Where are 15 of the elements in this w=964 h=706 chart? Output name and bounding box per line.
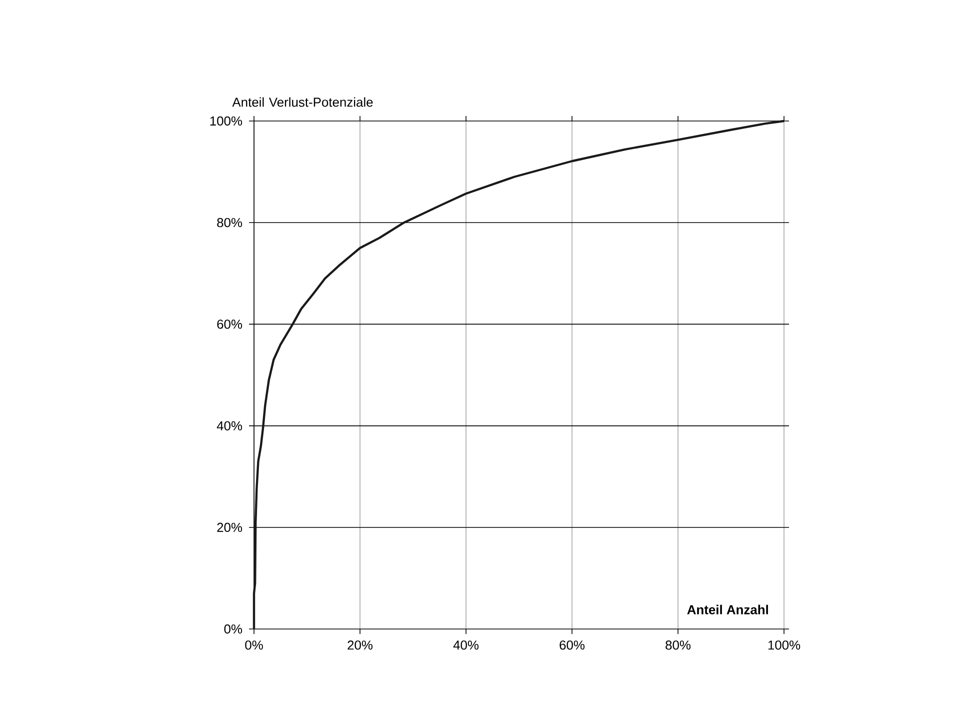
x-axis-title: Anteil Anzahl [687, 604, 768, 614]
x-tick-label: 80% [666, 640, 691, 650]
y-tick-label: 40% [216, 421, 242, 430]
x-tick-label: 60% [560, 640, 585, 650]
line-series [252, 120, 786, 630]
x-tick-label: 0% [245, 640, 263, 650]
y-tick-label: 20% [217, 522, 242, 532]
y-tick-label: 80% [217, 218, 242, 228]
y-tick-label: 0% [224, 624, 242, 634]
y-tick-label: 100% [210, 116, 242, 126]
x-tick-label: 40% [453, 640, 479, 650]
y-axis-title: Anteil Verlust-Potenziale [232, 97, 373, 107]
y-tick-label: 60% [217, 320, 242, 329]
x-tick-label: 100% [768, 640, 800, 650]
x-tick-label: 20% [348, 640, 373, 650]
